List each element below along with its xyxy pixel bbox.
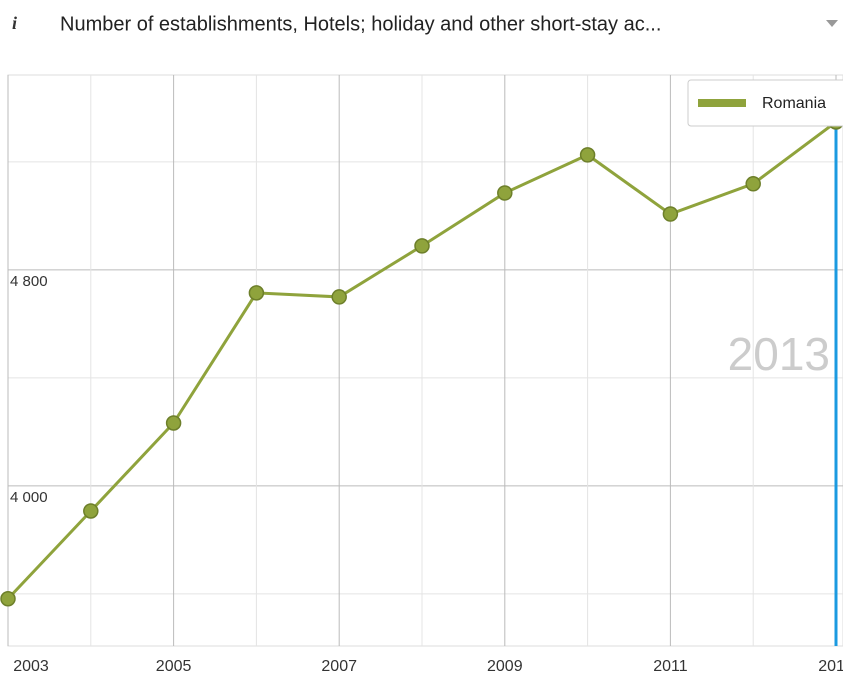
- plot-area: [7, 74, 843, 647]
- x-tick-label: 2011: [653, 658, 688, 675]
- x-tick-label: 2013: [818, 658, 843, 675]
- dropdown-arrow[interactable]: [826, 20, 838, 27]
- x-tick-label: 2007: [321, 658, 357, 675]
- data-point: [165, 415, 182, 431]
- data-point: [497, 185, 513, 201]
- highlight-year: 2013: [728, 328, 830, 380]
- legend-label: Romania: [762, 95, 826, 112]
- x-tick-label: 2005: [156, 658, 192, 675]
- data-point: [662, 206, 679, 222]
- plot: [0, 114, 843, 646]
- data-point: [0, 591, 16, 607]
- data-point: [579, 147, 596, 163]
- x-tick-label: 2009: [487, 658, 523, 675]
- info-icon[interactable]: i: [12, 13, 17, 33]
- legend-box: [687, 79, 843, 127]
- data-point: [745, 176, 761, 192]
- y-tick-label: 4 800: [10, 273, 48, 290]
- grid: 4 000 4 800 2003 2005 2007 2009 2011 2013: [7, 74, 843, 675]
- data-point: [248, 285, 265, 301]
- legend-swatch: [698, 99, 746, 107]
- data-point: [83, 503, 99, 519]
- data-point: [414, 238, 430, 254]
- x-tick-label: 2003: [13, 658, 49, 675]
- y-tick-label: 4 000: [10, 489, 48, 506]
- legend: Romania: [687, 79, 843, 127]
- chart-title: Number of establishments, Hotels; holida…: [60, 13, 661, 35]
- data-point: [331, 289, 347, 305]
